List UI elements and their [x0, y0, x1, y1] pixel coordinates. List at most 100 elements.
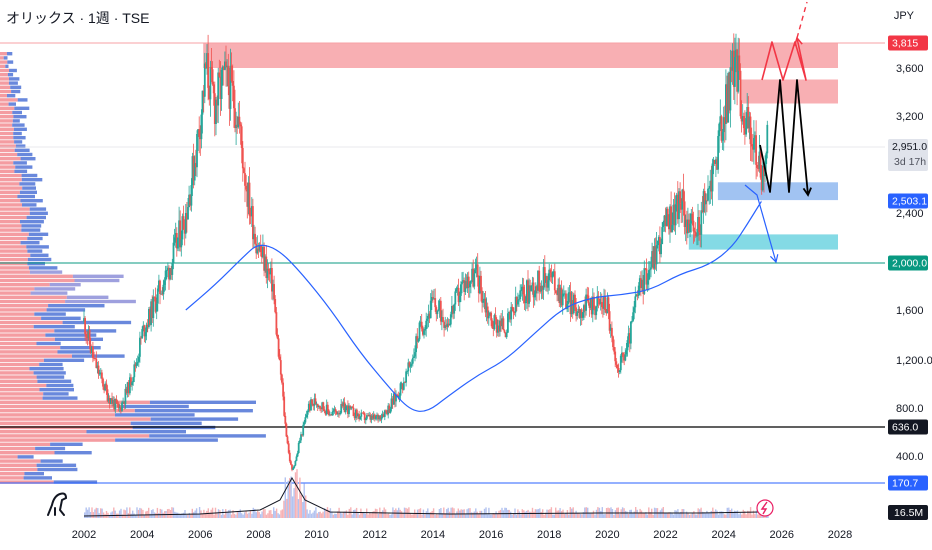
volume-bar [396, 510, 398, 518]
candle-body [442, 317, 444, 323]
candle-body [571, 300, 574, 314]
blue-down-arrow-head [769, 254, 779, 264]
volume-bar [89, 512, 92, 518]
volume-bar [562, 509, 564, 518]
candle-body [691, 213, 694, 221]
volume-bar [124, 510, 127, 518]
volume-bar [421, 514, 423, 518]
price-axis[interactable]: 3,600 3,200 2,400 1,600 1,200.0 800.0 400.0 [896, 63, 932, 463]
candle-body [467, 276, 470, 288]
candle-body [154, 297, 157, 312]
candle-body [113, 400, 116, 410]
profile-bar-down [33, 371, 66, 375]
candle-body [474, 269, 477, 274]
candle-body [471, 268, 473, 282]
candle-body [562, 293, 565, 295]
candle-body [623, 357, 626, 361]
profile-bar-down [7, 94, 16, 98]
profile-bar-down [42, 396, 78, 400]
volume-bar [319, 511, 321, 518]
candle-body [492, 327, 495, 329]
candle-body [240, 126, 243, 148]
volume-bar [296, 469, 298, 518]
profile-bar-up [0, 367, 30, 371]
volume-bar [180, 514, 182, 518]
candle-body [230, 65, 233, 81]
candle-body [389, 408, 392, 413]
candle-body [256, 248, 259, 254]
candle-body [406, 371, 409, 373]
profile-bar-up [0, 203, 22, 207]
profile-bar-up [0, 304, 49, 308]
candle-body [140, 337, 142, 339]
profile-bar-down [46, 383, 74, 388]
candle-body [152, 296, 155, 318]
candle-body [766, 124, 769, 154]
candle-body [515, 296, 518, 305]
x-tick-label: 2014 [421, 529, 445, 541]
candle-body [640, 278, 642, 288]
time-axis[interactable]: 2002 2004 2006 2008 2010 2012 2014 2016 2018 2020… [72, 529, 852, 541]
profile-bar-down [3, 56, 8, 60]
volume-bar [313, 510, 316, 518]
candle-body [590, 298, 593, 315]
profile-bar-down [8, 81, 18, 85]
volume-bar [550, 507, 553, 518]
candle-body [287, 443, 290, 453]
candle-body [529, 285, 532, 292]
volume-bar [432, 508, 435, 518]
candle-body [583, 305, 585, 313]
candle-body [553, 271, 556, 291]
candle-body [765, 153, 768, 164]
candle-body [737, 55, 740, 92]
volume-bar [530, 511, 532, 518]
profile-bar-up [0, 253, 31, 257]
volume-bar [111, 511, 113, 518]
candle-body [676, 194, 679, 220]
price-zones [203, 43, 838, 250]
candle-body [446, 323, 449, 327]
candle-body [489, 312, 491, 316]
profile-bar-up [0, 64, 6, 68]
candle-body [290, 461, 292, 465]
candle-body [339, 412, 341, 415]
candle-body [670, 206, 672, 232]
volume-bar [105, 511, 108, 518]
profile-bar-down [14, 148, 30, 152]
volume-bar [671, 512, 673, 518]
volume-bar [219, 510, 221, 518]
candle-body [200, 114, 203, 140]
profile-bar-up [0, 383, 47, 388]
volume-bar [242, 514, 244, 518]
volume-bar [337, 511, 339, 518]
candle-body [541, 285, 544, 290]
candle-body [495, 319, 498, 333]
candle-body [560, 287, 563, 306]
volume-bar [389, 515, 391, 518]
profile-bar-down [121, 404, 189, 409]
volume-bar [690, 514, 692, 518]
candle-body [273, 284, 275, 300]
profile-bar-down [28, 232, 49, 236]
candle-body [490, 312, 492, 321]
profile-bar-up [0, 94, 7, 98]
red-zigzag-arrow [761, 37, 807, 81]
profile-bar-up [0, 136, 14, 140]
volume-bar [243, 512, 246, 518]
volume-bar [757, 514, 759, 518]
chart-title: オリックス · 1週 · TSE [6, 10, 150, 26]
candle-body [283, 396, 286, 416]
candle-body [710, 180, 713, 192]
candle-body [428, 313, 431, 319]
candle-body [224, 61, 226, 70]
candle-body [556, 293, 558, 296]
profile-bar-down [17, 152, 33, 157]
candle-body [325, 404, 328, 415]
candle-body [324, 410, 327, 415]
candle-body [641, 279, 643, 288]
candle-body [410, 363, 413, 365]
profile-bar-down [62, 320, 132, 325]
volume-bar [723, 514, 726, 518]
candle-body [281, 374, 283, 383]
